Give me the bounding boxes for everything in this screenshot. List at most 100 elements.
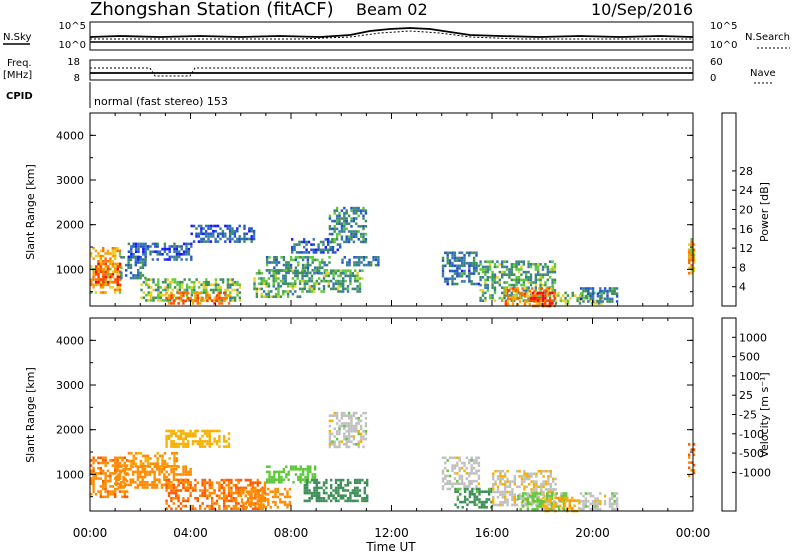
power-cell [95,265,98,268]
freq-label: Freq. [7,58,32,69]
power-cell [287,263,290,267]
velocity-cell [342,497,345,500]
velocity-cell [318,497,321,500]
power-cell [328,240,332,244]
velocity-cell [526,502,530,506]
power-cell [465,251,469,255]
power-cell [599,289,602,293]
velocity-cell [496,495,500,499]
power-cell [335,227,339,231]
velocity-cell [451,482,454,486]
power-cell [503,294,506,297]
velocity-cell [359,419,363,423]
velocity-cell [203,445,207,448]
power-cell [532,299,535,303]
power-cell [362,258,366,262]
velocity-cell [170,445,173,448]
velocity-cell [189,432,192,435]
power-cell [102,270,105,274]
velocity-cell [690,461,693,464]
power-cell [170,255,174,259]
velocity-cell [519,497,522,500]
velocity-cell [303,484,306,487]
power-cell [231,229,234,233]
velocity-cell [364,424,368,428]
velocity-cell [227,484,231,487]
velocity-cell [165,442,168,446]
power-cell [291,277,295,280]
power-cell [534,294,537,297]
velocity-cell [163,465,166,468]
power-cell [532,291,535,295]
power-cell [589,297,592,301]
power-cell [331,248,335,252]
velocity-cell [483,506,486,509]
power-cell [514,295,517,298]
power-cell [510,265,513,269]
power-cell [265,285,268,288]
velocity-cell [451,485,454,488]
velocity-cell [347,417,351,420]
power-cell [233,288,237,292]
power-cell [550,287,553,290]
power-cell [293,245,296,249]
power-cell [489,294,492,297]
power-cell [468,269,471,273]
power-cell [346,269,350,272]
power-cell [238,286,242,289]
power-cell [541,265,545,269]
power-cell [688,258,691,262]
velocity-cell [563,501,567,505]
power-cell [468,261,471,265]
power-cell [284,282,287,285]
power-cell [187,242,191,246]
velocity-cell [366,484,369,487]
power-cell [334,279,338,283]
power-cell [190,286,194,289]
power-cell [493,276,497,279]
power-cell [233,232,237,236]
velocity-cell [158,465,162,468]
velocity-cell [227,486,231,490]
power-cell [517,278,521,282]
power-cell [460,264,464,268]
velocity-cell [613,502,616,506]
power-cell [599,287,602,290]
power-cell [444,264,447,268]
power-cell [274,274,278,278]
power-cell [226,288,230,292]
velocity-cell [359,414,363,417]
velocity-cell [483,500,486,504]
velocity-cell [165,445,168,448]
power-cell [190,245,193,248]
velocity-cell [182,486,185,490]
velocity-cell [308,489,311,492]
velocity-cell [139,470,142,474]
velocity-cell [182,465,185,468]
power-region [554,291,606,305]
velocity-cell [540,498,543,502]
velocity-cell [273,481,276,484]
velocity-cell [315,489,318,492]
velocity-region [454,487,493,509]
power-cell [498,296,501,300]
velocity-cell [571,507,574,510]
power-cell [238,291,242,294]
velocity-cell [194,507,197,510]
power-cell [161,280,165,284]
power-cell [553,289,557,292]
power-cell [377,261,380,264]
power-cell [593,291,596,295]
power-cell [331,219,334,223]
velocity-cell [343,432,346,436]
power-cell [553,281,557,284]
velocity-cell [528,501,531,504]
power-cell [306,282,309,285]
power-cell [238,299,242,302]
power-cell [340,209,344,212]
power-cell [340,235,344,238]
power-cell [173,255,176,259]
velocity-cell [99,461,102,465]
velocity-cell [463,500,467,504]
power-cell [216,232,220,236]
